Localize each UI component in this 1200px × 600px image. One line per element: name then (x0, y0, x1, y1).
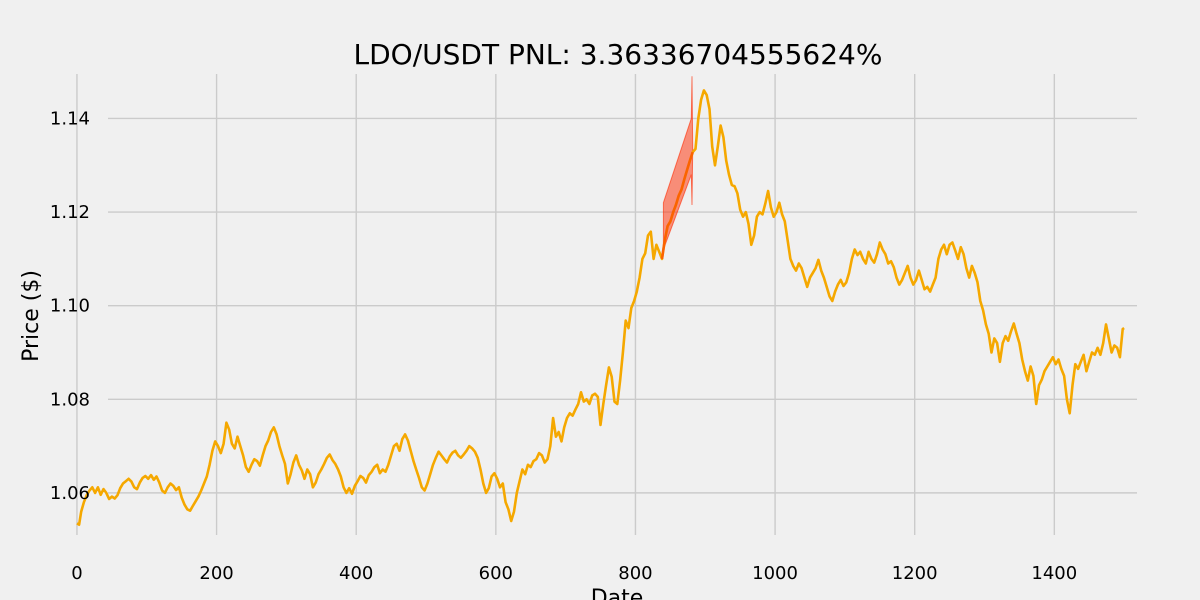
x-tick-label: 200 (199, 563, 233, 584)
x-tick-label: 600 (479, 563, 513, 584)
highlight-band (662, 76, 694, 250)
x-tick-label: 1400 (1031, 563, 1077, 584)
grid-lines (76, 74, 1137, 535)
x-tick-label: 400 (339, 563, 373, 584)
chart-title: LDO/USDT PNL: 3.36336704555624% (354, 38, 883, 71)
price-series-line (76, 89, 1125, 526)
highlighted-segment-line (660, 151, 694, 260)
tick-labels: 0 200 400 600 800 1000 1200 1400 1.06 1.08 1.10 1.1… (50, 108, 1077, 584)
x-tick-label: 0 (71, 563, 82, 584)
price-line-layer (76, 89, 1125, 526)
x-tick-label: 1000 (752, 563, 798, 584)
y-tick-label: 1.08 (50, 389, 90, 410)
x-tick-label: 1200 (892, 563, 938, 584)
y-tick-label: 1.12 (50, 202, 90, 223)
x-tick-label: 800 (618, 563, 652, 584)
y-tick-label: 1.14 (50, 108, 90, 129)
y-axis-label: Price ($) (19, 270, 44, 362)
y-tick-label: 1.10 (50, 296, 90, 317)
highlight-band-layer (662, 76, 694, 250)
y-tick-label: 1.06 (50, 483, 90, 504)
x-axis-label: Date (591, 586, 644, 600)
